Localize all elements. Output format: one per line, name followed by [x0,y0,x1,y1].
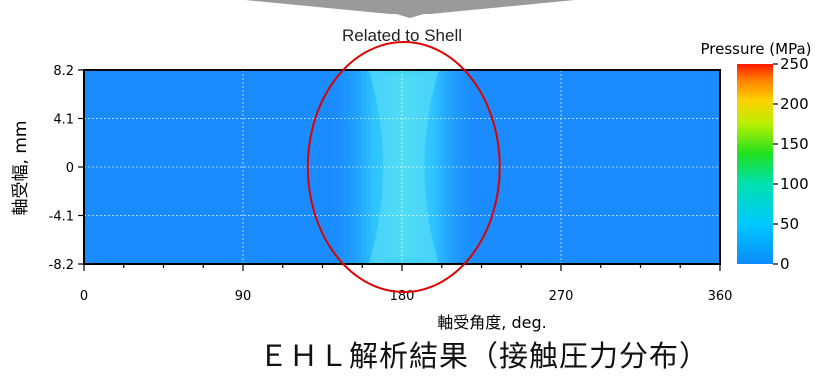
colorbar-gradient [737,64,773,264]
colorbar-tick-label: 100 [780,175,809,193]
chart-title: Related to Shell [342,26,462,45]
x-axis-label: 軸受角度, deg. [437,313,546,332]
y-tick-label: -4.1 [49,210,74,225]
colorbar-label: Pressure (MPa) [700,40,811,58]
y-tick-label: 0 [66,161,74,176]
colorbar: Pressure (MPa)250 200 150 100 50 0 [700,40,811,273]
y-tick-label: -8.2 [49,258,74,273]
peak-region-2 [358,226,449,264]
colorbar-tick-label: 150 [780,135,809,153]
arrow-shape [245,0,575,14]
y-tick-label: 4.1 [53,113,74,128]
x-tick-label: 360 [708,289,733,304]
x-tick-label: 90 [235,289,252,304]
caption: ＥＨＬ解析結果（接触圧力分布） [259,339,709,373]
peak-region-1 [358,70,449,108]
arrow-head [376,8,444,18]
x-tick-label: 0 [80,289,88,304]
y-axis-label: 軸受幅, mm [11,121,31,216]
x-tick-label: 270 [549,289,574,304]
colorbar-tick-label: 0 [780,255,790,273]
annotation-ellipse [306,41,501,293]
y-tick-label: 8.2 [53,64,74,79]
colorbar-tick-label: 250 [780,55,809,73]
colorbar-tick-label: 50 [780,215,799,233]
colorbar-tick-label: 200 [780,95,809,113]
